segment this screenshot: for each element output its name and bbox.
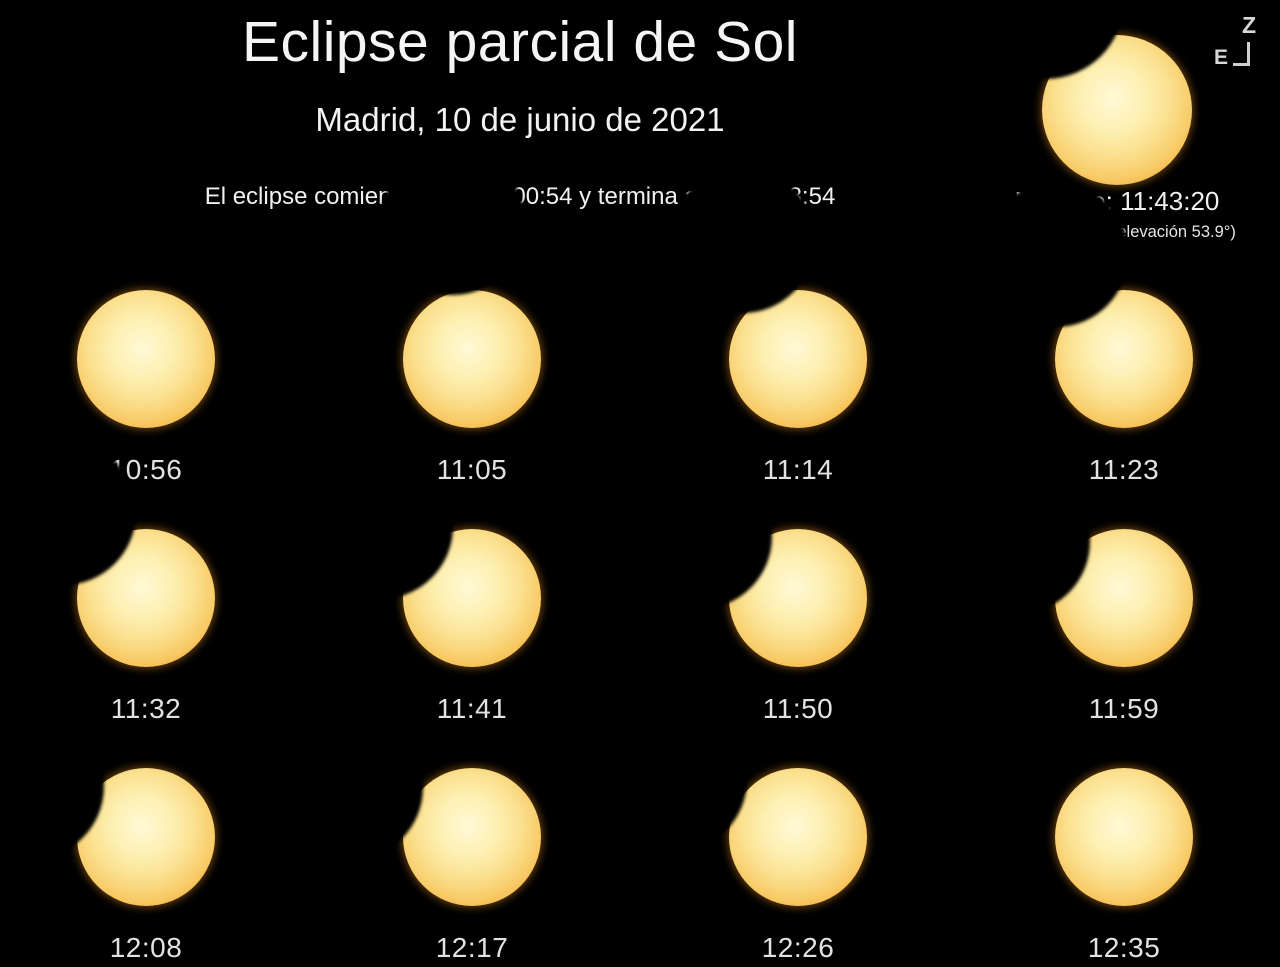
sun-disc (403, 768, 541, 906)
eclipse-phase: 12:08 (0, 713, 309, 967)
phase-time-label: 11:14 (762, 454, 834, 485)
moon-shadow (670, 167, 816, 313)
sun-image (1055, 768, 1193, 906)
sun-image (278, 715, 541, 906)
eclipse-phase: 12:35 (961, 768, 1280, 967)
phase-time-label: 12:35 (1087, 932, 1161, 963)
sun-image (983, 181, 1193, 428)
sun-image (670, 167, 867, 428)
header: Eclipse parcial de Sol Madrid, 10 de jun… (0, 8, 1040, 212)
moon-shadow (308, 454, 454, 600)
sun-disc (729, 768, 867, 906)
sun-image (380, 149, 541, 428)
eclipse-phase: 11:50 (626, 463, 961, 732)
phases-grid: 10:56 11:05 11:14 11:23 11:32 (0, 149, 1280, 967)
sun-image (0, 713, 215, 906)
eclipse-phase: 11:05 (309, 149, 635, 493)
eclipse-phase: 12:26 (601, 706, 961, 967)
sun-image (0, 439, 215, 667)
eclipse-phase: 12:17 (278, 715, 635, 967)
moon-shadow (626, 463, 772, 609)
sun-disc (1055, 768, 1193, 906)
phase-time-label: 12:17 (435, 932, 509, 963)
moon-shadow (944, 468, 1090, 614)
phase-time-label: 11:59 (1088, 693, 1160, 724)
phase-time-label: 12:08 (109, 932, 183, 963)
sun-image (944, 468, 1193, 667)
sun-image (601, 706, 867, 906)
eclipse-phase: 11:41 (308, 454, 635, 732)
sun-disc (729, 290, 867, 428)
page-title: Eclipse parcial de Sol (242, 10, 798, 74)
phase-time-label: 11:50 (762, 693, 834, 724)
sun-image (626, 463, 867, 667)
location-date-subtitle: Madrid, 10 de junio de 2021 (315, 101, 725, 139)
east-direction-label: E (1214, 46, 1229, 69)
moon-shadow (278, 715, 423, 861)
sun-disc (77, 290, 215, 428)
phase-time-label: 12:26 (761, 932, 835, 963)
sun-image (77, 290, 215, 428)
zenith-direction-label: Z (1241, 12, 1256, 38)
phase-time-label: 11:05 (436, 454, 508, 485)
moon-shadow (380, 149, 526, 295)
eclipse-phase: 11:23 (961, 181, 1280, 493)
eclipse-phase: 11:14 (635, 167, 961, 493)
eclipse-phase: 11:32 (0, 439, 309, 732)
orientation-compass: Z E (1210, 12, 1258, 76)
moon-shadow (0, 439, 136, 585)
sun-image (308, 454, 541, 667)
compass-axes-icon (1233, 42, 1250, 66)
eclipse-phase: 11:59 (944, 468, 1280, 732)
moon-shadow (601, 706, 747, 852)
maximum-sun-image (966, 0, 1192, 185)
phase-time-label: 11:23 (1088, 454, 1160, 485)
phase-time-label: 11:32 (110, 693, 182, 724)
moon-shadow (983, 181, 1129, 327)
sun-disc (403, 290, 541, 428)
phase-time-label: 11:41 (436, 693, 508, 724)
